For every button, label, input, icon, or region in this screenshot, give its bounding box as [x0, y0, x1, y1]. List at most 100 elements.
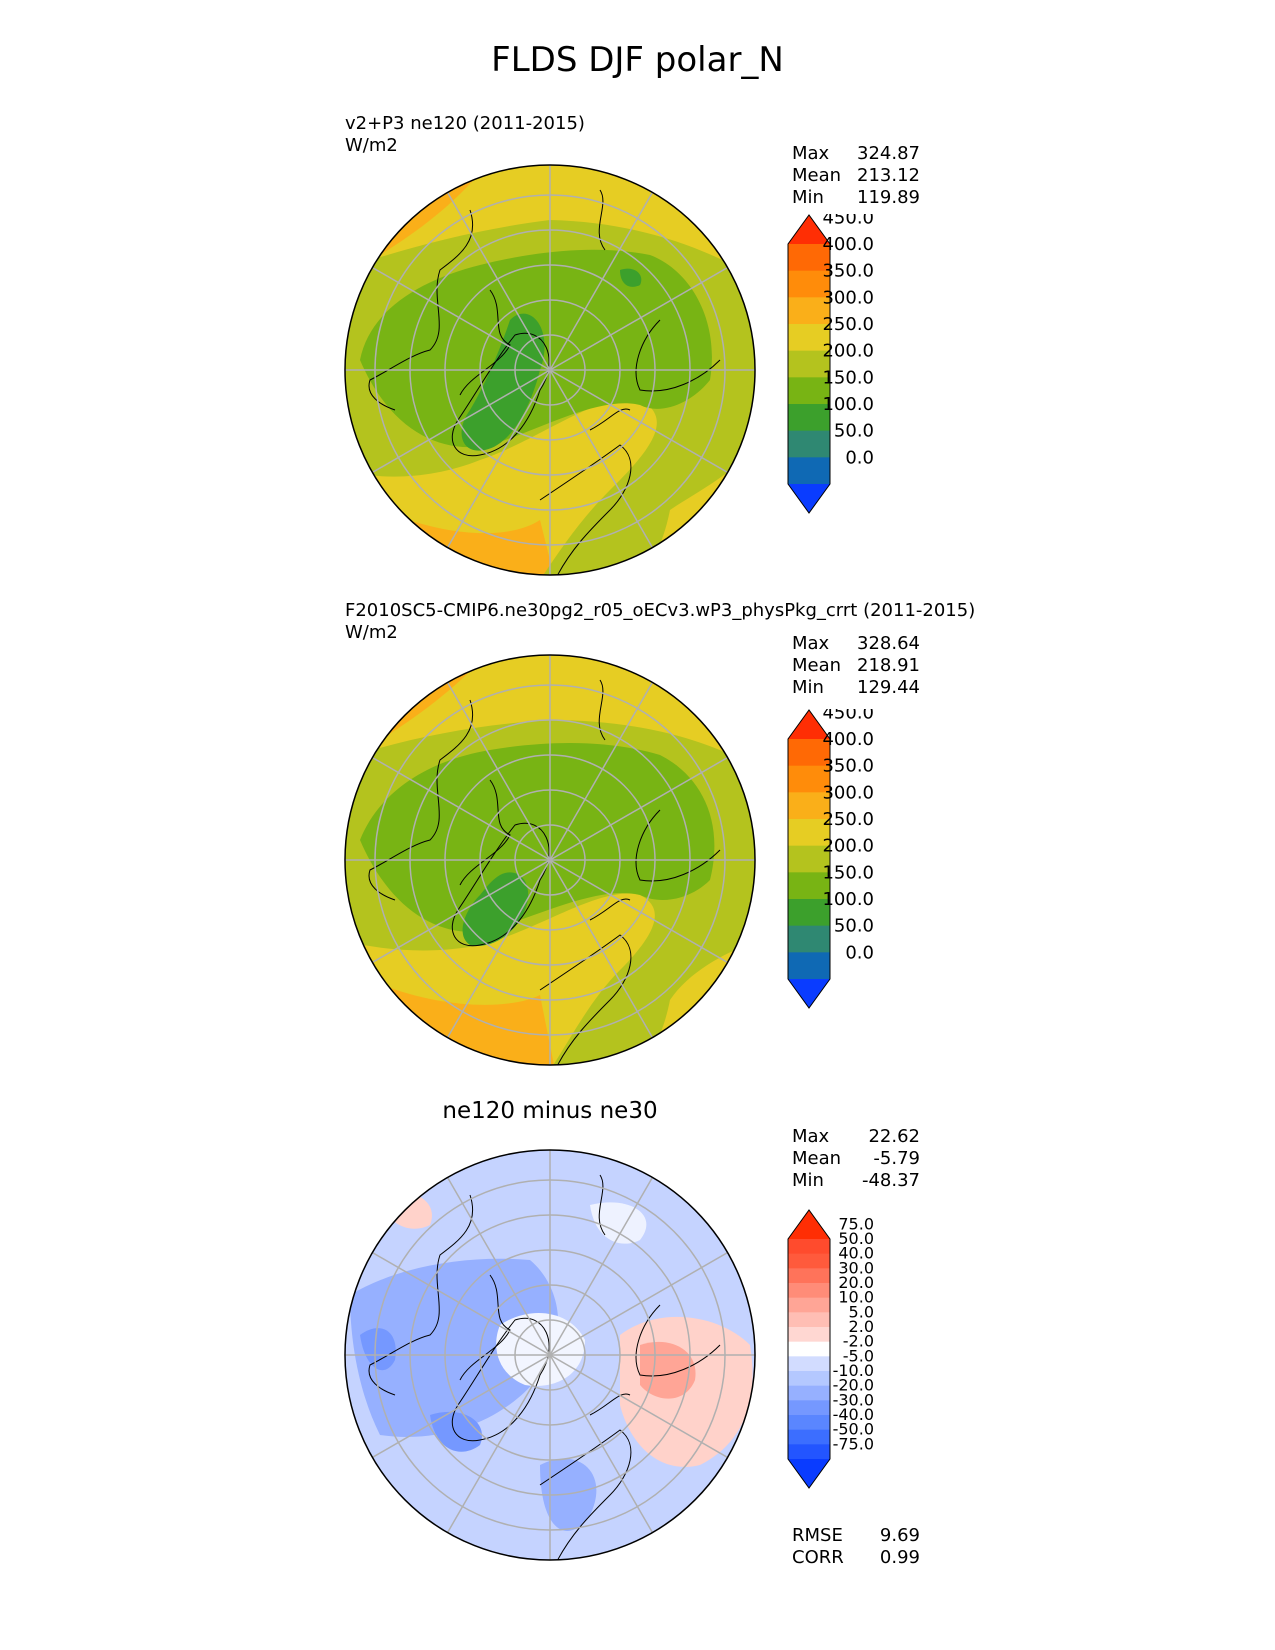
field-band-150 [620, 268, 642, 287]
colorbar-segment [788, 925, 830, 953]
stat-value-min: -48.37 [861, 1170, 920, 1191]
stat-label-mean: Mean [792, 1148, 842, 1169]
colorbar-segment [788, 1385, 830, 1401]
colorbar-tick-label: 250.0 [822, 809, 874, 830]
panel3-polar-map [344, 1149, 756, 1561]
stat-value-max: 22.62 [868, 1126, 920, 1147]
colorbar-tick-label: 450.0 [822, 214, 874, 228]
colorbar-segment [788, 1371, 830, 1387]
colorbar-outline [787, 1209, 831, 1489]
stat-value-min: 119.89 [857, 187, 920, 208]
coastlines [368, 679, 721, 1065]
panel1-title: v2+P3 ne120 (2011-2015) [345, 113, 585, 134]
colorbar-extend-min [788, 1459, 830, 1488]
colorbar-tick-label: 20.0 [838, 1273, 874, 1292]
colorbar-tick-label: -2.0 [843, 1332, 874, 1351]
colorbar-extend-max [788, 215, 830, 244]
field-band-pos10 [640, 1341, 696, 1399]
colorbar-tick-label: 350.0 [822, 756, 874, 777]
colorbar-segment [788, 1239, 830, 1255]
stat-value-mean: -5.79 [873, 1148, 920, 1169]
colorbar-segment [788, 1312, 830, 1328]
panel2-polar-map [344, 654, 756, 1066]
stat-value-mean: 218.91 [857, 655, 920, 676]
colorbar-tick-label: 150.0 [822, 367, 874, 388]
map-boundary [344, 1149, 756, 1561]
colorbar-tick-label: 200.0 [822, 341, 874, 362]
stat-label-max: Max [792, 1126, 830, 1147]
panel2-colorbar: 0.0 50.0 100.0 150.0 200.0 250.0 300.0 350.0 400… [787, 709, 874, 1009]
colorbar-tick-label: 450.0 [822, 709, 874, 723]
map-boundary [344, 654, 756, 1066]
colorbar-segment [788, 404, 830, 432]
stat-value-corr: 0.99 [879, 1547, 920, 1568]
colorbar-tick-label: 0.0 [845, 447, 874, 468]
colorbar-tick-label: 150.0 [822, 862, 874, 883]
colorbar-tick-label: -5.0 [843, 1346, 874, 1365]
coastlines [368, 189, 721, 575]
colorbar-segment [788, 1268, 830, 1284]
colorbar-tick-label: 10.0 [838, 1288, 874, 1307]
field-band-neg10 [350, 1258, 559, 1437]
colorbar-tick-label: -10.0 [833, 1361, 874, 1380]
colorbar-segment [788, 1415, 830, 1431]
stat-value-min: 129.44 [857, 677, 920, 698]
colorbar-tick-label: 400.0 [822, 729, 874, 750]
colorbar-segment [788, 1429, 830, 1445]
panel2-units: W/m2 [345, 622, 398, 643]
stat-label-max: Max [792, 633, 830, 654]
stat-label-corr: CORR [792, 1547, 844, 1568]
stat-value-max: 324.87 [857, 143, 920, 164]
stat-label-min: Min [792, 677, 824, 698]
colorbar-segment [788, 872, 830, 900]
colorbar-segment [788, 377, 830, 405]
colorbar-segment [788, 1297, 830, 1313]
colorbar-segment [788, 819, 830, 847]
stat-label-min: Min [792, 187, 824, 208]
colorbar-outline [787, 214, 831, 514]
graticule [345, 655, 755, 1065]
colorbar-tick-label: 250.0 [822, 314, 874, 335]
colorbar-segment [788, 324, 830, 352]
colorbar-tick-label: -75.0 [833, 1434, 874, 1453]
map-boundary [344, 164, 756, 576]
field-band-neg10 [540, 1458, 597, 1531]
colorbar-tick-label: -30.0 [833, 1390, 874, 1409]
stat-value-max: 328.64 [857, 633, 920, 654]
colorbar-tick-label: 75.0 [838, 1214, 874, 1233]
stat-label-rmse: RMSE [792, 1525, 843, 1546]
colorbar-segment [788, 457, 830, 485]
panel1-units: W/m2 [345, 135, 398, 156]
colorbar-segment [788, 952, 830, 980]
colorbar-tick-label: 50.0 [834, 916, 874, 937]
panel3-title: ne120 minus ne30 [442, 1098, 658, 1124]
colorbar-segment [788, 1444, 830, 1460]
stat-label-mean: Mean [792, 655, 842, 676]
panel1-polar-map [344, 164, 756, 576]
colorbar-segment [788, 792, 830, 820]
colorbar-tick-label: 2.0 [849, 1317, 874, 1336]
stat-label-min: Min [792, 1170, 824, 1191]
colorbar-segment [788, 297, 830, 325]
colorbar-segment [788, 430, 830, 458]
colorbar-segment [788, 845, 830, 873]
colorbar-segment [788, 1283, 830, 1299]
figure-title: FLDS DJF polar_N [491, 40, 784, 80]
colorbar-extend-max [788, 710, 830, 739]
colorbar-segment [788, 765, 830, 793]
colorbar-segment [788, 1400, 830, 1416]
colorbar-extend-max [788, 1210, 830, 1239]
graticule [345, 165, 755, 575]
colorbar-tick-label: 50.0 [838, 1229, 874, 1248]
stat-value-rmse: 9.69 [879, 1525, 920, 1546]
colorbar-tick-label: 5.0 [849, 1302, 874, 1321]
colorbar-segment [788, 1341, 830, 1357]
stat-label-max: Max [792, 143, 830, 164]
colorbar-segment [788, 899, 830, 927]
panel2-title: F2010SC5-CMIP6.ne30pg2_r05_oECv3.wP3_phy… [345, 600, 976, 621]
colorbar-tick-label: -20.0 [833, 1376, 874, 1395]
stat-value-mean: 213.12 [857, 165, 920, 186]
colorbar-segment [788, 244, 830, 272]
colorbar-segment [788, 739, 830, 767]
colorbar-segment [788, 1327, 830, 1343]
